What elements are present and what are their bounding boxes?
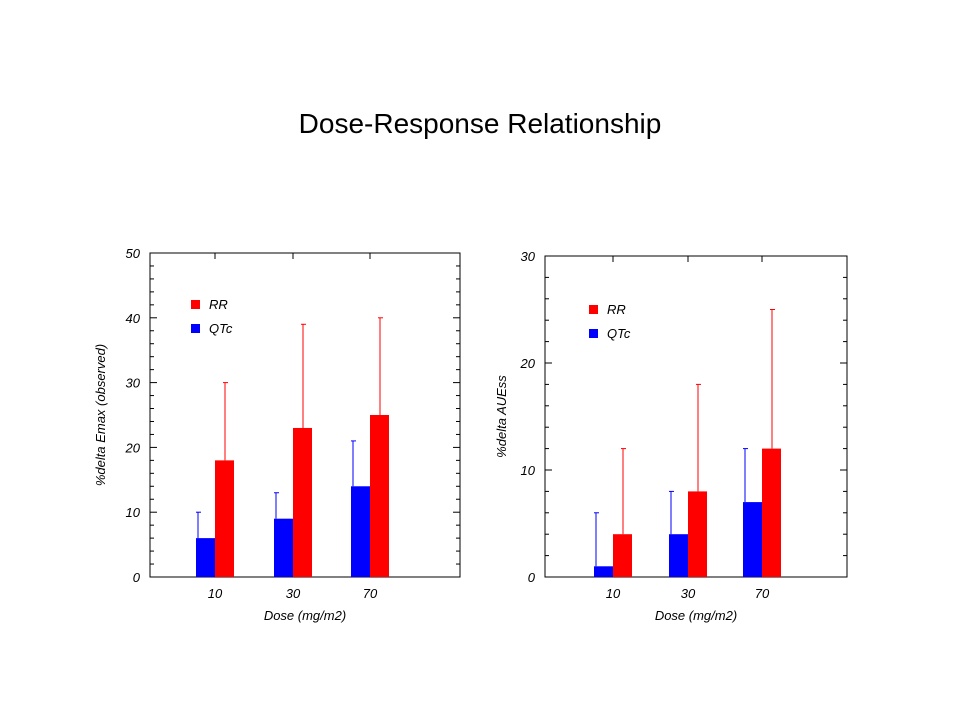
y-tick-label: 10: [521, 463, 536, 478]
x-axis-title: Dose (mg/m2): [264, 608, 346, 623]
bar-qtc: [669, 534, 688, 577]
legend-label-rr: RR: [607, 302, 626, 317]
bar-rr: [688, 491, 707, 577]
y-tick-label: 0: [133, 570, 141, 585]
y-tick-label: 20: [125, 440, 141, 455]
bar-qtc: [351, 486, 370, 577]
x-tick-label: 70: [363, 586, 378, 601]
y-axis-title: %delta Emax (observed): [93, 344, 108, 486]
x-axis-title: Dose (mg/m2): [655, 608, 737, 623]
x-tick-label: 70: [755, 586, 770, 601]
bar-rr: [215, 460, 234, 577]
bar-rr: [613, 534, 632, 577]
legend-swatch-rr: [589, 305, 598, 314]
x-tick-label: 30: [681, 586, 696, 601]
legend-swatch-rr: [191, 300, 200, 309]
chart-2: 0 10 20 30 10 30 70 RR QTc Dose (mg/m2) %delta AUE…: [494, 249, 848, 623]
y-tick-label: 50: [126, 246, 141, 261]
x-tick-label: 10: [208, 586, 223, 601]
y-axis-title: %delta AUEss: [494, 375, 509, 458]
legend: RR QTc: [191, 297, 233, 336]
y-tick-label: 0: [528, 570, 536, 585]
chart-1: 0 10 20 30 40 50 10 30 70 RR QTc Dose (mg/m2) %delta…: [93, 246, 461, 623]
bar-qtc: [743, 502, 762, 577]
legend-label-qtc: QTc: [209, 321, 233, 336]
x-tick-label: 30: [286, 586, 301, 601]
x-tick-label: 10: [606, 586, 621, 601]
y-tick-label: 30: [126, 376, 141, 391]
bar-rr: [370, 415, 389, 577]
bar-qtc: [196, 538, 215, 577]
bar-rr: [293, 427, 312, 577]
legend-label-rr: RR: [209, 297, 228, 312]
y-tick-label: 10: [126, 505, 141, 520]
legend-label-qtc: QTc: [607, 326, 631, 341]
y-tick-label: 20: [520, 356, 536, 371]
bar-rr: [762, 448, 781, 577]
bar-qtc: [274, 518, 293, 577]
legend-swatch-qtc: [191, 324, 200, 333]
bar-qtc: [594, 566, 613, 577]
legend-swatch-qtc: [589, 329, 598, 338]
y-tick-label: 30: [521, 249, 536, 264]
slide-title: Dose-Response Relationship: [298, 108, 662, 139]
legend: RR QTc: [589, 302, 631, 341]
y-tick-label: 40: [126, 311, 141, 326]
